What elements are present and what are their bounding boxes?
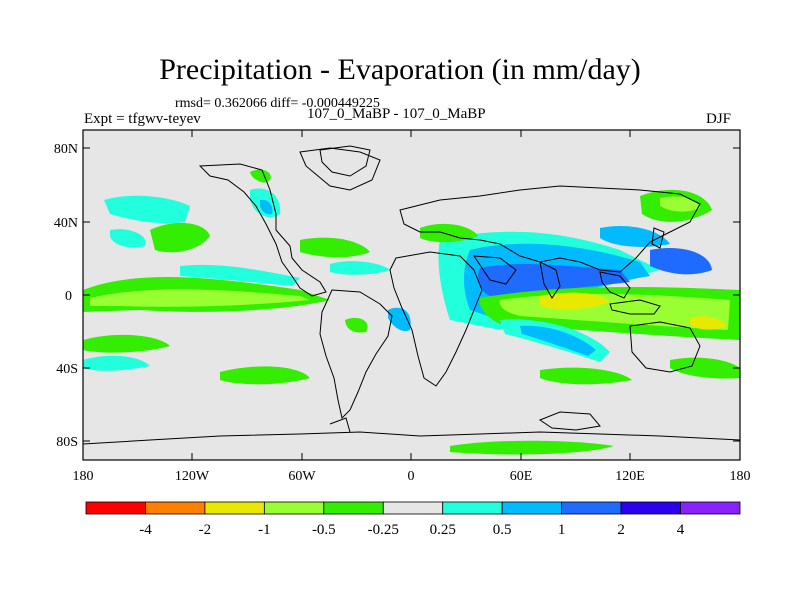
- experiment-label: Expt = tfgwv-teyev: [84, 111, 201, 127]
- tick-marks: [82, 130, 741, 460]
- season-label: DJF: [706, 111, 732, 127]
- colorbar-label: -1: [258, 522, 271, 538]
- contour-satlantic-green: [345, 317, 368, 333]
- colorbar-label: 1: [558, 522, 566, 538]
- colorbar-swatch: [620, 501, 681, 515]
- coast-south-america: [319, 289, 393, 419]
- coast-arabia: [473, 255, 517, 285]
- colorbar-swatch: [382, 501, 444, 515]
- lon-tick-0: 0: [408, 469, 415, 484]
- lon-tick-120e: 120E: [615, 469, 645, 484]
- colorbar-swatch: [323, 501, 384, 515]
- contour-antarctic-green: [450, 440, 614, 455]
- stats-label: rmsd= 0.362066 diff= -0.000449225: [175, 96, 380, 111]
- lat-tick-80n: 80N: [54, 142, 78, 157]
- contour-fills: [83, 169, 740, 455]
- contour-atlantic-cyan: [330, 261, 390, 275]
- contour-spac-yellow: [690, 316, 726, 330]
- contour-pacific-band-light: [90, 289, 310, 307]
- colorbar-label: -0.25: [368, 522, 399, 538]
- colorbar-swatch: [204, 501, 265, 515]
- lat-tick-40n: 40N: [54, 216, 78, 231]
- coast-japan: [651, 227, 665, 249]
- contour-so-green2: [220, 366, 310, 385]
- colorbar-label: -0.5: [312, 522, 336, 538]
- contour-pacific-cyan: [180, 264, 300, 286]
- colorbar-swatch: [561, 501, 622, 515]
- coast-antarctica: [83, 431, 740, 445]
- coast-indonesia: [609, 299, 661, 315]
- contour-so-green3: [540, 367, 632, 385]
- colorbar-swatch: [263, 501, 325, 515]
- coast-africa: [389, 251, 483, 387]
- contour-npacific-green: [150, 222, 210, 253]
- runs-label: 107_0_MaBP - 107_0_MaBP: [307, 106, 486, 122]
- colorbar-swatch: [680, 501, 741, 515]
- lon-tick-60w: 60W: [288, 469, 316, 484]
- contour-npacific-cyan2: [110, 229, 146, 248]
- lon-tick-180e: 180: [730, 469, 751, 484]
- coast-india: [539, 261, 561, 299]
- colorbar-swatch: [442, 501, 503, 515]
- coast-eurasia: [399, 185, 701, 273]
- contour-namerica-blue: [260, 199, 273, 215]
- contour-spcz-blue: [520, 325, 596, 356]
- contour-sindian-yellow: [540, 292, 610, 310]
- contour-indian-darkblue: [478, 264, 630, 296]
- colorbar-label: -2: [199, 522, 212, 538]
- colorbar-label: 0.5: [493, 522, 512, 538]
- coast-canada-north: [299, 147, 381, 191]
- contour-atlantic-green: [300, 237, 370, 258]
- map-title: Precipitation - Evaporation (in mm/day): [159, 53, 641, 86]
- coast-australia: [629, 321, 701, 373]
- contour-npacific-cyan: [104, 195, 190, 224]
- lon-tick-60e: 60E: [510, 469, 533, 484]
- contour-npacific-west-lime: [660, 196, 700, 212]
- coast-antarctic-pen: [329, 417, 351, 433]
- contour-so-cyan: [83, 355, 150, 371]
- coastlines: [83, 145, 740, 445]
- colorbar-label: -4: [139, 522, 152, 538]
- lat-tick-40s: 40S: [56, 362, 78, 377]
- coast-antarctic-bay: [538, 411, 601, 431]
- lat-tick-80s: 80S: [56, 435, 78, 450]
- colorbar: -4 -2 -1 -0.5 -0.25 0.25 0.5 1 2 4: [85, 501, 741, 538]
- colorbar-label: 0.25: [430, 522, 456, 538]
- lon-tick-120w: 120W: [175, 469, 210, 484]
- lat-tick-0: 0: [65, 289, 72, 304]
- contour-wpac-blue: [650, 248, 712, 275]
- colorbar-swatch: [145, 501, 206, 515]
- contour-europe-green: [420, 223, 478, 243]
- coast-se-asia: [599, 271, 631, 299]
- colorbar-swatch: [85, 501, 146, 515]
- colorbar-label: 2: [617, 522, 625, 538]
- coast-greenland: [319, 145, 371, 177]
- contour-so-green4: [670, 357, 740, 379]
- coast-north-america: [198, 163, 327, 297]
- contour-so-green: [83, 334, 170, 353]
- lon-tick-180w: 180: [73, 469, 94, 484]
- colorbar-label: 4: [677, 522, 685, 538]
- colorbar-swatch: [501, 501, 563, 515]
